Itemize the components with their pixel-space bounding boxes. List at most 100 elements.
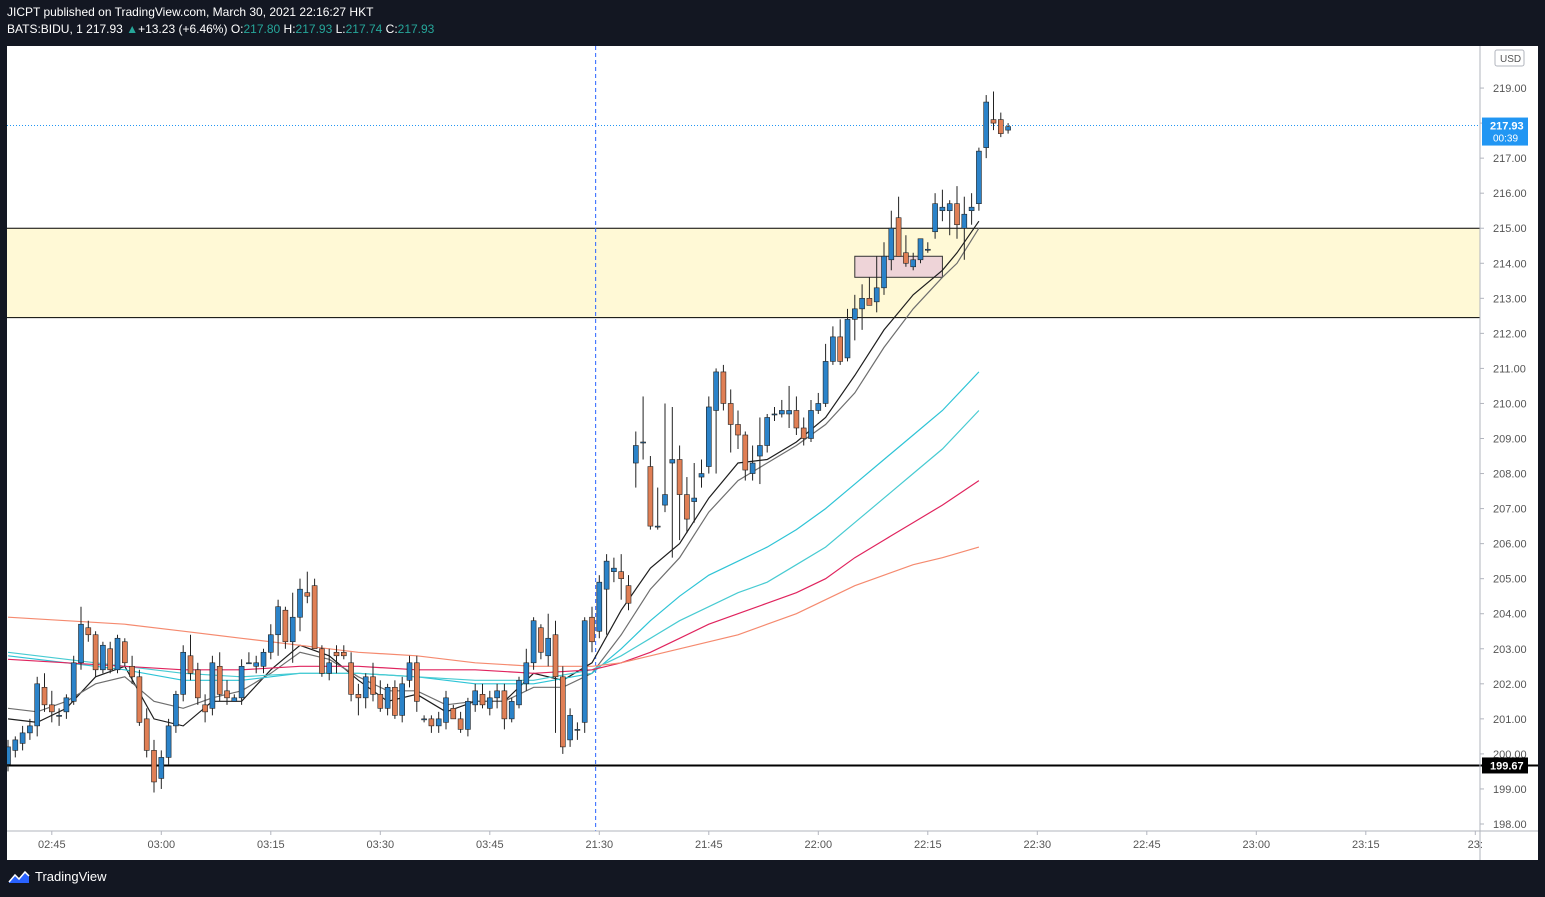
candle[interactable] [589,606,595,653]
candle[interactable] [990,91,997,131]
candle[interactable] [764,413,771,453]
candle[interactable] [370,662,376,702]
candle[interactable] [41,673,48,712]
candle[interactable] [778,399,785,418]
candle[interactable] [1005,123,1011,134]
candle[interactable] [224,680,230,705]
candle[interactable] [340,645,347,660]
candle[interactable] [523,648,530,691]
candle[interactable] [976,147,982,211]
candle[interactable] [78,606,84,670]
price-axis[interactable]: 198.00199.00200.00201.00202.00203.00204.… [1479,46,1528,860]
candle[interactable] [450,704,457,720]
candle[interactable] [348,652,354,702]
candle[interactable] [443,690,449,730]
candle[interactable] [435,711,442,733]
candle[interactable] [603,554,610,635]
candle[interactable] [151,739,157,793]
candle[interactable] [494,683,500,709]
candle[interactable] [238,659,245,705]
footer-brand[interactable]: TradingView [8,869,107,884]
candle[interactable] [384,683,391,716]
candle[interactable] [472,683,479,712]
candle[interactable] [640,396,646,460]
candle[interactable] [968,193,975,225]
candle[interactable] [910,252,917,271]
symbol-label[interactable]: BATS:BIDU, 1 [7,22,83,36]
candle[interactable] [822,343,829,407]
candle[interactable] [457,711,464,733]
candle[interactable] [107,641,113,674]
candle[interactable] [800,417,807,446]
candle[interactable] [997,112,1004,138]
candle[interactable] [275,599,281,656]
candle[interactable] [114,634,121,674]
candle[interactable] [406,655,413,688]
candlestick-chart[interactable]: 198.00199.00200.00201.00202.00203.00204.… [7,46,1538,860]
candle[interactable] [231,694,238,702]
candle[interactable] [881,242,887,295]
candle[interactable] [961,196,968,260]
candle[interactable] [552,620,559,733]
candle[interactable] [611,557,617,583]
candle[interactable] [34,676,41,737]
candle[interactable] [924,242,931,253]
candle[interactable] [70,655,77,705]
candle[interactable] [253,655,259,674]
candle[interactable] [983,95,990,159]
candle[interactable] [479,683,486,709]
candle[interactable] [216,652,223,702]
candle[interactable] [866,277,873,306]
candle[interactable] [705,396,712,474]
candle[interactable] [676,445,683,541]
candle[interactable] [297,578,303,632]
candle[interactable] [63,694,70,719]
candle[interactable] [895,196,902,257]
candle[interactable] [596,575,603,639]
candle[interactable] [48,690,55,723]
currency-box[interactable] [1494,49,1525,67]
candle[interactable] [713,368,719,474]
candle[interactable] [742,431,749,481]
candle[interactable] [873,256,880,313]
candle[interactable] [545,613,552,667]
candle[interactable] [669,406,676,558]
candle[interactable] [917,238,924,264]
candle[interactable] [632,431,639,488]
candle[interactable] [202,694,208,723]
candle[interactable] [939,189,946,222]
candle[interactable] [12,736,19,758]
candle[interactable] [326,648,333,681]
candle[interactable] [100,641,106,674]
candle[interactable] [837,319,844,365]
candle[interactable] [399,676,406,723]
candle[interactable] [92,631,99,677]
resistance-zone[interactable] [7,228,1480,318]
candle[interactable] [654,487,661,530]
candle[interactable] [808,399,814,443]
candle[interactable] [392,680,398,719]
candle[interactable] [377,680,384,712]
candle[interactable] [173,690,179,733]
candle[interactable] [304,571,311,604]
candle[interactable] [946,200,953,236]
candle[interactable] [19,725,26,751]
candle[interactable] [165,718,172,765]
candle[interactable] [844,308,851,362]
candle[interactable] [662,403,668,513]
chart-panel[interactable]: 198.00 199.00 200.00 201.00 202.00 203.00 204.… [7,46,1538,860]
candle[interactable] [7,739,11,772]
candle[interactable] [486,690,493,716]
candle[interactable] [209,655,216,716]
candle[interactable] [567,708,573,747]
candle[interactable] [465,697,471,737]
candle[interactable] [27,718,33,740]
candle[interactable] [195,662,201,705]
candle[interactable] [830,326,836,365]
candle[interactable] [129,655,135,684]
candle[interactable] [954,186,960,239]
candle[interactable] [428,715,435,733]
highlight-box[interactable] [854,255,943,278]
candle[interactable] [508,697,515,723]
candle[interactable] [727,389,734,453]
